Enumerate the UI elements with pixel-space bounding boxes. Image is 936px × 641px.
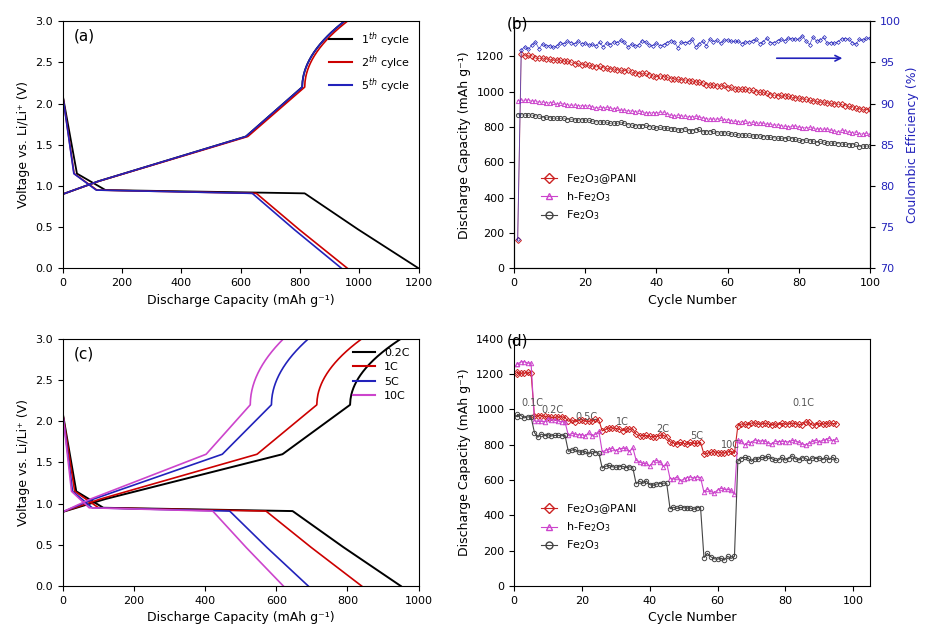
Y-axis label: Voltage vs. Li/Li⁺ (V): Voltage vs. Li/Li⁺ (V) [17, 81, 30, 208]
X-axis label: Cycle Number: Cycle Number [648, 294, 737, 306]
Text: 10C: 10C [721, 440, 739, 450]
X-axis label: Cycle Number: Cycle Number [648, 612, 737, 624]
Text: 0.5C: 0.5C [575, 412, 597, 422]
Text: (d): (d) [507, 334, 529, 349]
X-axis label: Discharge Capacity (mAh g⁻¹): Discharge Capacity (mAh g⁻¹) [147, 294, 334, 306]
Text: (b): (b) [507, 16, 529, 31]
Text: 0.1C: 0.1C [521, 397, 543, 408]
Y-axis label: Coulombic Efficiency (%): Coulombic Efficiency (%) [906, 67, 919, 223]
Text: 0.2C: 0.2C [541, 405, 563, 415]
X-axis label: Discharge Capacity (mAh g⁻¹): Discharge Capacity (mAh g⁻¹) [147, 612, 334, 624]
Text: 2C: 2C [656, 424, 669, 434]
Text: 5C: 5C [691, 431, 703, 441]
Y-axis label: Discharge Capacity (mAh g⁻¹): Discharge Capacity (mAh g⁻¹) [458, 51, 471, 238]
Legend: 1$^{th}$ cycle, 2$^{th}$ cylce, 5$^{th}$ cycle: 1$^{th}$ cycle, 2$^{th}$ cylce, 5$^{th}$… [326, 27, 413, 98]
Text: 0.1C: 0.1C [792, 397, 814, 408]
Legend: Fe$_2$O$_3$@PANI, h-Fe$_2$O$_3$, Fe$_2$O$_3$: Fe$_2$O$_3$@PANI, h-Fe$_2$O$_3$, Fe$_2$O… [537, 169, 640, 226]
Legend: Fe$_2$O$_3$@PANI, h-Fe$_2$O$_3$, Fe$_2$O$_3$: Fe$_2$O$_3$@PANI, h-Fe$_2$O$_3$, Fe$_2$O… [537, 499, 640, 556]
Y-axis label: Voltage vs. Li/Li⁺ (V): Voltage vs. Li/Li⁺ (V) [17, 399, 30, 526]
Legend: 0.2C, 1C, 5C, 10C: 0.2C, 1C, 5C, 10C [350, 344, 413, 404]
Text: (c): (c) [73, 346, 94, 362]
Y-axis label: Discharge Capacity (mAh g⁻¹): Discharge Capacity (mAh g⁻¹) [458, 369, 471, 556]
Text: 1C: 1C [616, 417, 629, 427]
Text: (a): (a) [73, 29, 95, 44]
